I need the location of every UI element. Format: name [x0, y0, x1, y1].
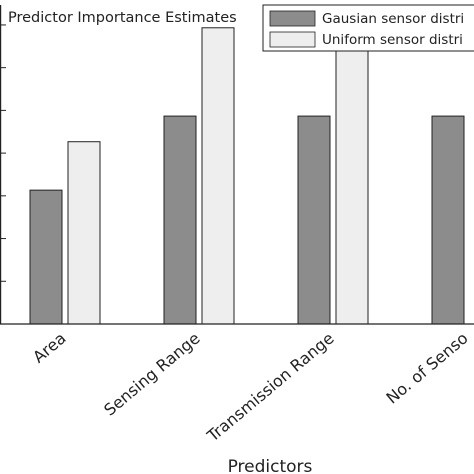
legend-swatch-gausian [270, 11, 315, 26]
x-tick-label-area: Area [29, 329, 69, 367]
bar-area-gausian [30, 190, 62, 324]
x-tick-label-no-of-sensors: No. of Senso [382, 329, 471, 408]
legend-label-gausian: Gausian sensor distri [322, 11, 464, 27]
x-tick-labels: Area Sensing Range Transmission Range No. o… [29, 329, 471, 447]
bar-no-of-sensors-gausian [432, 116, 464, 324]
chart-title: Predictor Importance Estimates [8, 10, 237, 26]
bar-sensing-range-uniform [202, 28, 234, 324]
bar-area-uniform [68, 142, 100, 324]
x-tick-label-transmission-range: Transmission Range [203, 329, 338, 447]
x-tick-label-sensing-range: Sensing Range [100, 329, 203, 420]
legend-swatch-uniform [270, 32, 315, 47]
bar-transmission-range-gausian [298, 116, 330, 324]
bar-sensing-range-gausian [164, 116, 196, 324]
legend: Gausian sensor distri Uniform sensor dis… [263, 5, 474, 51]
legend-label-uniform: Uniform sensor distri [322, 32, 463, 48]
x-axis-label: Predictors [228, 457, 313, 474]
bar-transmission-range-uniform [336, 28, 368, 324]
bars [30, 28, 464, 324]
